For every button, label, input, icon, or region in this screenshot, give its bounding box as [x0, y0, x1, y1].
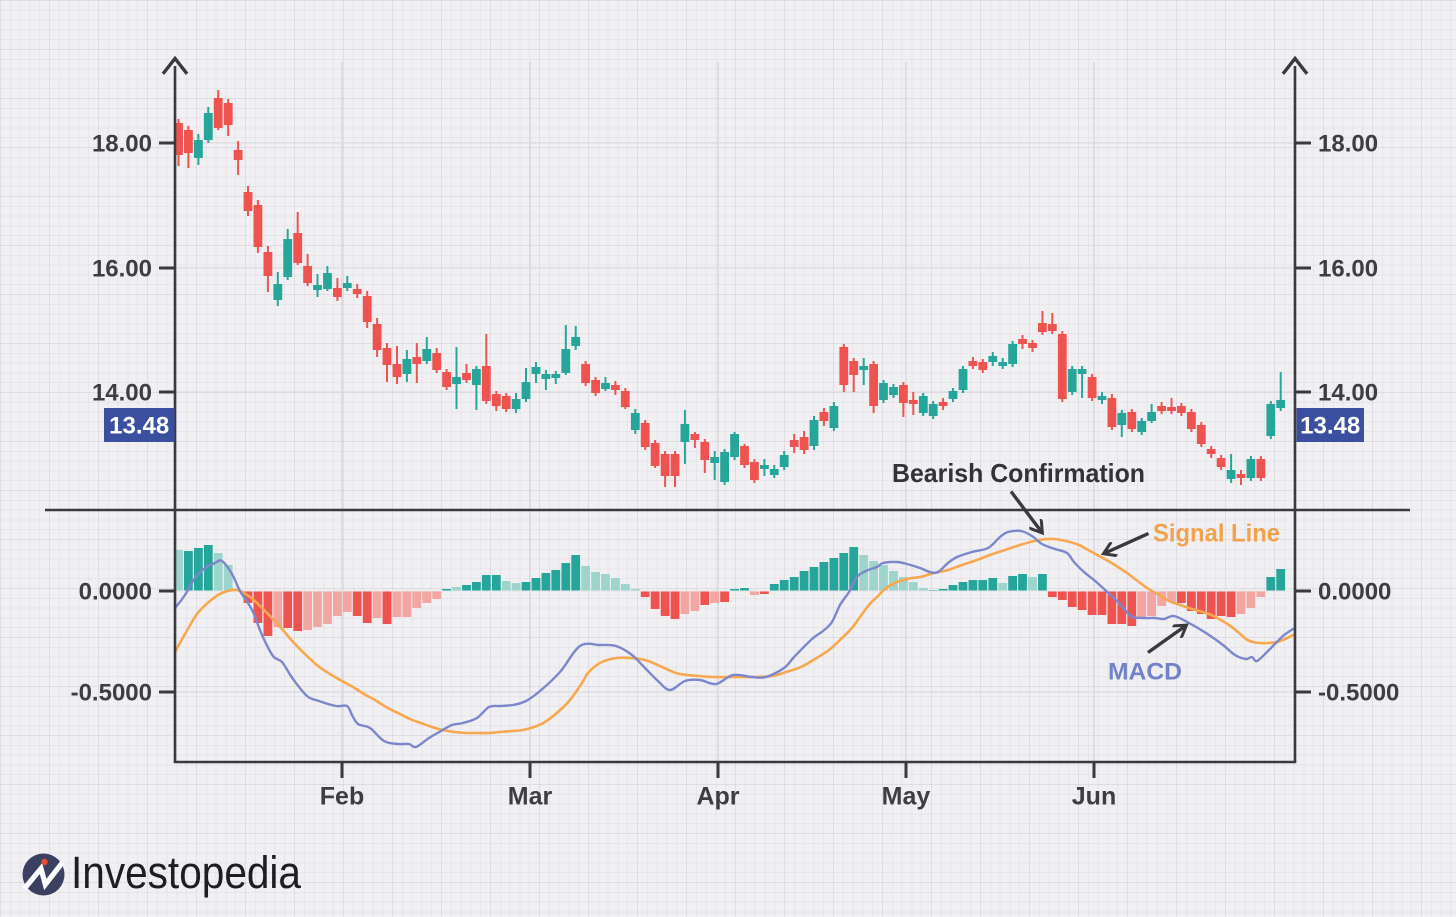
svg-text:-0.5000: -0.5000 — [1318, 680, 1399, 707]
svg-text:16.00: 16.00 — [92, 256, 152, 283]
svg-text:13.48: 13.48 — [109, 413, 169, 440]
svg-text:Signal Line: Signal Line — [1153, 520, 1280, 548]
svg-text:Investopedia: Investopedia — [71, 847, 302, 898]
svg-text:-0.5000: -0.5000 — [71, 680, 152, 707]
svg-text:14.00: 14.00 — [92, 380, 152, 407]
svg-text:MACD: MACD — [1108, 659, 1182, 686]
svg-text:Apr: Apr — [696, 783, 739, 811]
svg-text:May: May — [882, 783, 931, 811]
svg-text:18.00: 18.00 — [1318, 131, 1378, 158]
svg-text:0.0000: 0.0000 — [79, 579, 152, 606]
svg-text:18.00: 18.00 — [92, 131, 152, 158]
svg-text:0.0000: 0.0000 — [1318, 579, 1391, 606]
svg-text:Feb: Feb — [320, 783, 364, 811]
svg-text:Mar: Mar — [508, 783, 553, 811]
svg-text:14.00: 14.00 — [1318, 380, 1378, 407]
svg-text:13.48: 13.48 — [1300, 413, 1360, 440]
svg-text:Jun: Jun — [1072, 783, 1116, 811]
svg-text:Bearish Confirmation: Bearish Confirmation — [892, 458, 1145, 488]
svg-text:16.00: 16.00 — [1318, 256, 1378, 283]
